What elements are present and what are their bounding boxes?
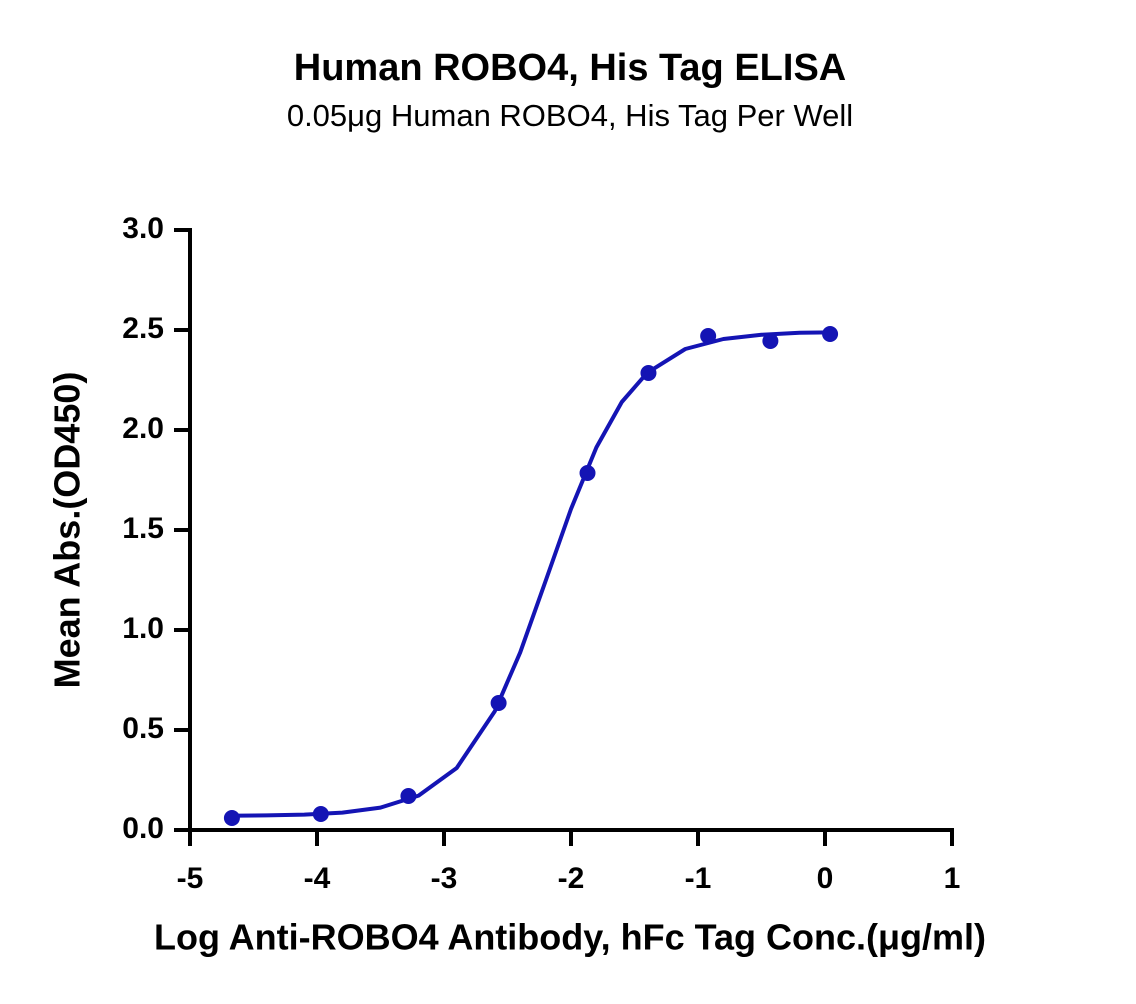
y-tick-label: 0.0 <box>122 812 164 845</box>
x-axis-label: Log Anti-ROBO4 Antibody, hFc Tag Conc.(μ… <box>154 917 986 958</box>
x-tick-label: 0 <box>817 862 834 895</box>
y-tick-label: 3.0 <box>122 212 164 245</box>
x-tick-label: -1 <box>685 862 712 895</box>
x-tick-label: -5 <box>177 862 204 895</box>
y-tick-label: 0.5 <box>122 712 164 745</box>
x-tick-label: -2 <box>558 862 585 895</box>
y-tick-label: 2.5 <box>122 312 164 345</box>
x-tick-label: 1 <box>944 862 961 895</box>
chart-title: Human ROBO4, His Tag ELISA <box>294 47 846 89</box>
fit-curve <box>228 330 831 818</box>
data-point <box>762 333 779 349</box>
y-tick-label: 1.0 <box>122 612 164 645</box>
y-axis-label: Mean Abs.(OD450) <box>47 372 88 689</box>
data-point <box>223 810 240 826</box>
x-tick-label: -4 <box>304 862 331 895</box>
y-tick-label: 1.5 <box>122 512 164 545</box>
x-tick-label: -3 <box>431 862 458 895</box>
chart-subtitle: 0.05μg Human ROBO4, His Tag Per Well <box>287 98 853 133</box>
y-tick-label: 2.0 <box>122 412 164 445</box>
